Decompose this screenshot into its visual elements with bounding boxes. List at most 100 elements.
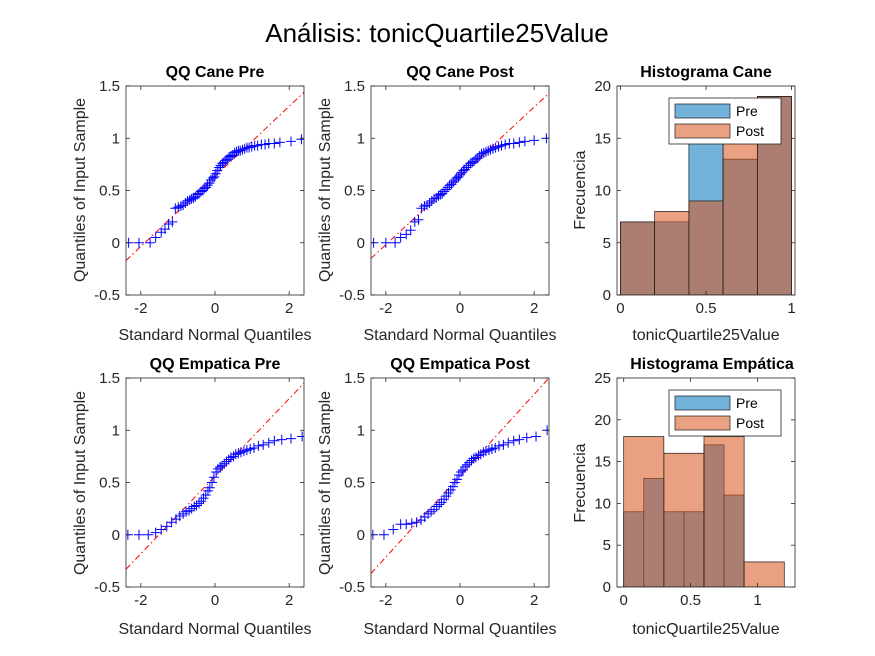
hist-cane-xtick-label-2: 1 (787, 300, 795, 317)
qq-cane-post-point-4 (401, 229, 412, 240)
qq-empatica-post-xtick-label-0: -2 (379, 592, 392, 609)
qq-empatica-pre-point-32 (230, 449, 241, 460)
qq-cane-post-point-53 (529, 135, 540, 146)
hist-cane-ytick-label-4: 20 (594, 78, 611, 95)
qq-cane-post-point-40 (478, 147, 489, 158)
qq-empatica-pre-point-18 (200, 490, 211, 501)
qq-cane-post-title: QQ Cane Post (406, 64, 514, 81)
hist-empatica-legend-swatch-post (674, 415, 731, 431)
qq-cane-pre-point-2 (145, 237, 156, 248)
hist-empatica-title: Histograma Empática (630, 356, 794, 373)
qq-cane-post-plot: -2 0 2 -0.5 0 0.5 1 1.5 (339, 78, 550, 317)
qq-empatica-post-point-39 (498, 439, 509, 450)
qq-cane-pre-ytick-label-1: 0 (112, 235, 120, 252)
qq-cane-post-xtick-label-1: 0 (456, 300, 464, 317)
qq-cane-post-point-42 (483, 145, 494, 156)
qq-empatica-pre-xtick-label-0: -2 (134, 592, 147, 609)
qq-cane-pre-point-1 (133, 237, 144, 248)
qq-empatica-post-ytick-label-4: 1.5 (344, 370, 365, 387)
qq-empatica-pre-panel: QQ Empatica Pre Standard Normal Quantile… (72, 356, 311, 638)
qq-empatica-pre-point-40 (258, 439, 269, 450)
hist-cane-ytick-label-1: 5 (603, 235, 611, 252)
qq-empatica-pre-ytick-label-4: 1.5 (99, 370, 120, 387)
qq-empatica-pre-point-11 (184, 505, 195, 516)
hist-cane-panel: Histograma Cane tonicQuartile25Value Fre… (572, 64, 780, 344)
qq-empatica-post-point-5 (406, 518, 417, 529)
qq-empatica-pre-point-41 (263, 437, 274, 448)
qq-cane-pre-point-54 (269, 138, 280, 149)
qq-cane-pre-point-45 (239, 143, 250, 154)
hist-cane-legend-label-pre: Pre (736, 103, 758, 119)
hist-cane-ytick-label-3: 15 (594, 130, 611, 147)
qq-cane-post-point-1 (380, 237, 391, 248)
qq-empatica-post-point-21 (452, 474, 463, 485)
qq-empatica-pre-point-14 (191, 500, 202, 511)
hist-empatica-xlabel: tonicQuartile25Value (632, 621, 779, 638)
qq-cane-pre-ytick-label-0: -0.5 (94, 287, 120, 304)
qq-empatica-pre-ytick-label-1: 0 (112, 527, 120, 544)
qq-empatica-post-point-19 (447, 481, 458, 492)
hist-empatica-xtick-label-1: 0.5 (680, 592, 701, 609)
qq-cane-pre-point-13 (182, 195, 193, 206)
qq-empatica-post-point-6 (411, 517, 422, 528)
qq-empatica-post-reference-line (371, 378, 549, 574)
hist-cane-ytick-label-0: 0 (603, 287, 611, 304)
qq-cane-pre-point-7 (167, 216, 178, 227)
qq-empatica-post-title: QQ Empatica Post (390, 356, 530, 373)
hist-cane-ylabel: Frecuencia (572, 150, 589, 229)
qq-empatica-pre-point-20 (204, 482, 215, 493)
qq-cane-post-ylabel: Quantiles of Input Sample (317, 98, 334, 282)
qq-cane-post-point-48 (500, 139, 511, 150)
qq-empatica-post-axes-bg (371, 378, 549, 587)
hist-cane-xlabel: tonicQuartile25Value (632, 327, 779, 344)
qq-cane-pre-xtick-label-2: 2 (285, 300, 293, 317)
qq-cane-pre-ytick-label-4: 1.5 (99, 78, 120, 95)
hist-empatica-axes-frame (616, 377, 796, 588)
qq-cane-pre-ytick-label-2: 0.5 (99, 183, 120, 200)
qq-cane-post-point-51 (514, 137, 525, 148)
hist-empatica-legend-label-pre: Pre (736, 395, 758, 411)
hist-empatica-ytick-label-3: 15 (594, 454, 611, 471)
hist-cane-legend-swatch-post (674, 123, 731, 139)
figure-title: Análisis: tonicQuartile25Value (265, 18, 608, 48)
hist-empatica-bar-post-3 (743, 561, 785, 587)
qq-cane-post-point-9 (419, 201, 430, 212)
hist-empatica-xtick-label-2: 1 (753, 592, 761, 609)
qq-cane-pre-point-43 (235, 145, 246, 156)
qq-cane-pre-plot: -2 0 2 -0.5 0 0.5 1 1.5 (94, 78, 305, 317)
qq-empatica-pre-ytick-label-3: 1 (112, 422, 120, 439)
qq-empatica-post-ylabel: Quantiles of Input Sample (317, 391, 334, 575)
qq-empatica-pre-point-43 (276, 434, 287, 445)
hist-cane-legend-label-post: Post (736, 123, 764, 139)
qq-empatica-post-plot: -2 0 2 -0.5 0 0.5 1 1.5 (339, 370, 550, 609)
hist-cane-title: Histograma Cane (640, 64, 772, 81)
qq-empatica-pre-ylabel: Quantiles of Input Sample (72, 391, 89, 575)
qq-empatica-post-panel: QQ Empatica Post Standard Normal Quantil… (317, 356, 556, 638)
hist-cane-bar-post-2 (688, 200, 724, 295)
qq-cane-post-ytick-label-3: 1 (357, 130, 365, 147)
qq-cane-post-point-39 (476, 148, 487, 159)
hist-cane-legend: Pre Post (668, 97, 782, 145)
qq-empatica-post-point-25 (460, 461, 471, 472)
qq-empatica-pre-plot: -2 0 2 -0.5 0 0.5 1 1.5 (94, 370, 305, 609)
qq-empatica-pre-point-3 (150, 527, 161, 538)
qq-cane-pre-ylabel: Quantiles of Input Sample (72, 98, 89, 282)
hist-empatica-ytick-label-1: 5 (603, 537, 611, 554)
qq-cane-post-ytick-label-2: 0.5 (344, 183, 365, 200)
qq-cane-post-ytick-label-1: 0 (357, 235, 365, 252)
qq-cane-pre-point-44 (237, 144, 248, 155)
qq-empatica-post-point-12 (431, 501, 442, 512)
qq-empatica-post-point-42 (514, 434, 525, 445)
qq-cane-post-point-5 (405, 225, 416, 236)
qq-cane-pre-point-11 (178, 200, 189, 211)
qq-empatica-pre-xtick-label-2: 2 (285, 592, 293, 609)
qq-empatica-pre-point-2 (143, 529, 154, 540)
qq-empatica-pre-ytick-label-0: -0.5 (94, 579, 120, 596)
qq-empatica-pre-point-4 (156, 524, 167, 535)
qq-empatica-post-point-43 (521, 432, 532, 443)
hist-empatica-bar-post-2 (703, 436, 745, 587)
qq-empatica-pre-point-21 (207, 477, 218, 488)
qq-cane-pre-xtick-label-1: 0 (211, 300, 219, 317)
